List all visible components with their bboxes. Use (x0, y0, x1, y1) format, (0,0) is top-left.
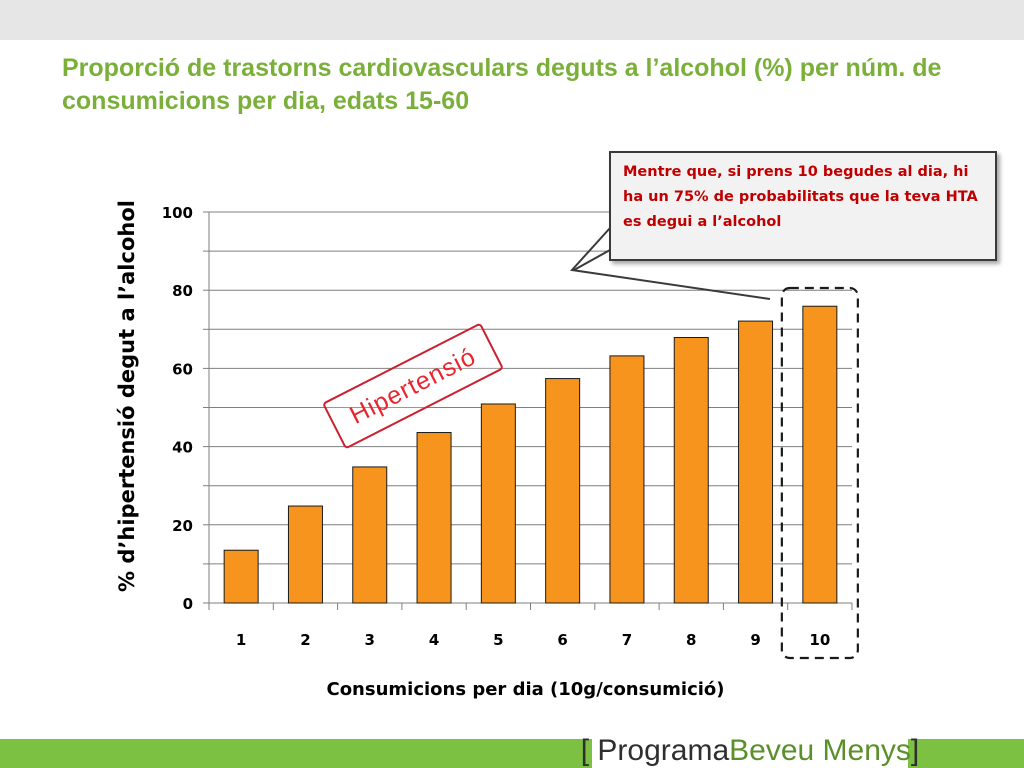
axis-labels: 0 20 40 60 80 100 1 2 3 4 5 6 7 8 9 10 Consumicions per … (115, 200, 830, 700)
x-tick-label: 6 (557, 631, 567, 649)
bar-5 (480, 403, 516, 604)
bar-7 (609, 355, 645, 604)
highlight-box (780, 286, 859, 660)
x-tick-label: 7 (622, 631, 632, 649)
slide-title: Proporció de trastorns cardiovasculars d… (62, 54, 942, 115)
bar-chart: 0 20 40 60 80 100 1 2 3 4 5 6 7 8 9 10 Consumicions per … (115, 200, 859, 700)
bar-8 (673, 337, 709, 604)
program-logo: [ Programa Beveu Menys ] (581, 733, 919, 768)
logo-suffix: ] (910, 733, 920, 767)
callout-pointer (570, 227, 771, 300)
y-axis-title: % d’hipertensió degut a l’alcohol (115, 200, 139, 592)
bars (223, 305, 838, 604)
x-tick-label: 5 (493, 631, 503, 649)
y-tick-label: 0 (183, 595, 193, 613)
logo-accent: Beveu Menys (729, 733, 911, 767)
x-tick-label: 4 (429, 631, 439, 649)
callout-text: Mentre que, si prens 10 begudes al dia, … (623, 164, 978, 230)
bar-4 (416, 432, 452, 604)
y-tick-label: 100 (162, 204, 193, 222)
logo-prefix: [ Programa (580, 733, 730, 767)
bar-1 (223, 549, 259, 604)
bar-9 (738, 320, 774, 604)
y-tick-label: 40 (172, 439, 193, 457)
x-tick-label: 10 (809, 631, 830, 649)
x-tick-label: 3 (365, 631, 375, 649)
x-tick-label: 8 (686, 631, 696, 649)
callout-box: Mentre que, si prens 10 begudes al dia, … (609, 151, 997, 261)
y-tick-label: 80 (172, 282, 193, 300)
highlight-overlay (570, 227, 859, 660)
y-tick-label: 60 (172, 360, 193, 378)
bar-6 (545, 378, 581, 604)
x-tick-label: 1 (236, 631, 246, 649)
bar-2 (287, 505, 323, 604)
x-tick-label: 2 (300, 631, 310, 649)
top-band (0, 0, 1024, 40)
y-tick-label: 20 (172, 517, 193, 535)
bar-3 (352, 466, 388, 604)
x-tick-label: 9 (750, 631, 760, 649)
bar-10 (802, 305, 838, 604)
callout-pointer-edge (573, 249, 611, 271)
x-axis-title: Consumicions per dia (10g/consumició) (326, 679, 724, 700)
